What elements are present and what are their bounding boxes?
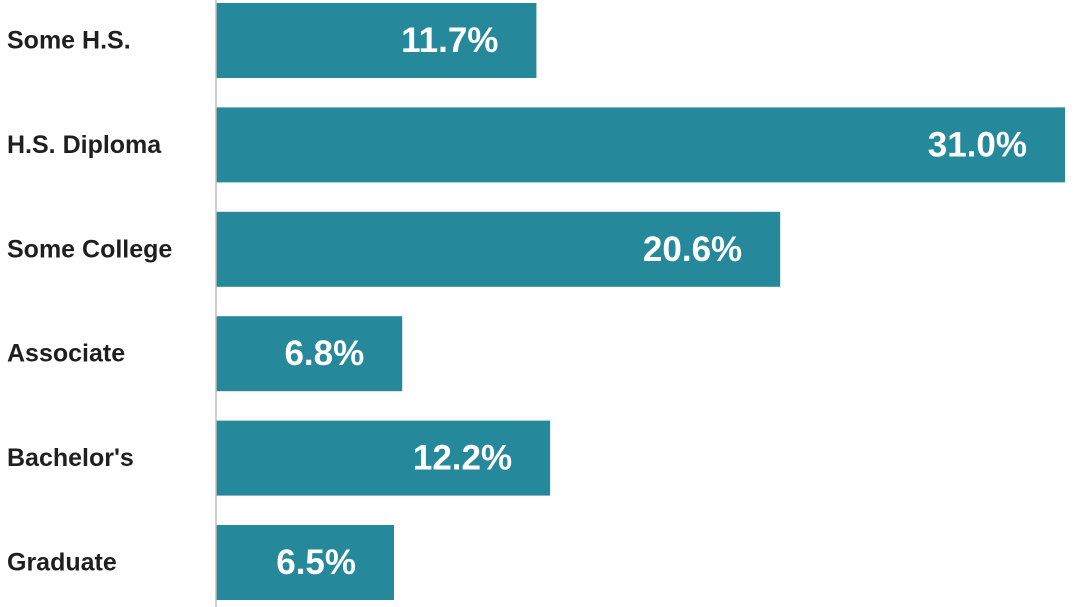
value-label: 12.2% [413, 439, 512, 478]
value-label: 6.8% [284, 334, 364, 373]
value-label: 6.5% [276, 543, 356, 582]
bar-2 [216, 211, 781, 287]
category-label: Bachelor's [7, 444, 134, 472]
labels-group: Some H.S. 11.7% H.S. Diploma 31.0% Some Coll… [7, 21, 1027, 582]
category-label: Graduate [7, 549, 117, 577]
bar-3 [216, 316, 403, 392]
bar-0 [216, 3, 537, 78]
category-label: Some College [7, 235, 172, 263]
value-label: 20.6% [643, 230, 742, 269]
category-label: Some H.S. [7, 27, 131, 55]
bars-group [216, 3, 1065, 600]
bar-1 [216, 107, 1065, 183]
bar-5 [216, 525, 395, 600]
category-label: Associate [7, 340, 125, 368]
value-label: 31.0% [928, 125, 1027, 164]
value-label: 11.7% [401, 21, 498, 60]
category-label: H.S. Diploma [7, 131, 162, 159]
bar-4 [216, 420, 551, 496]
